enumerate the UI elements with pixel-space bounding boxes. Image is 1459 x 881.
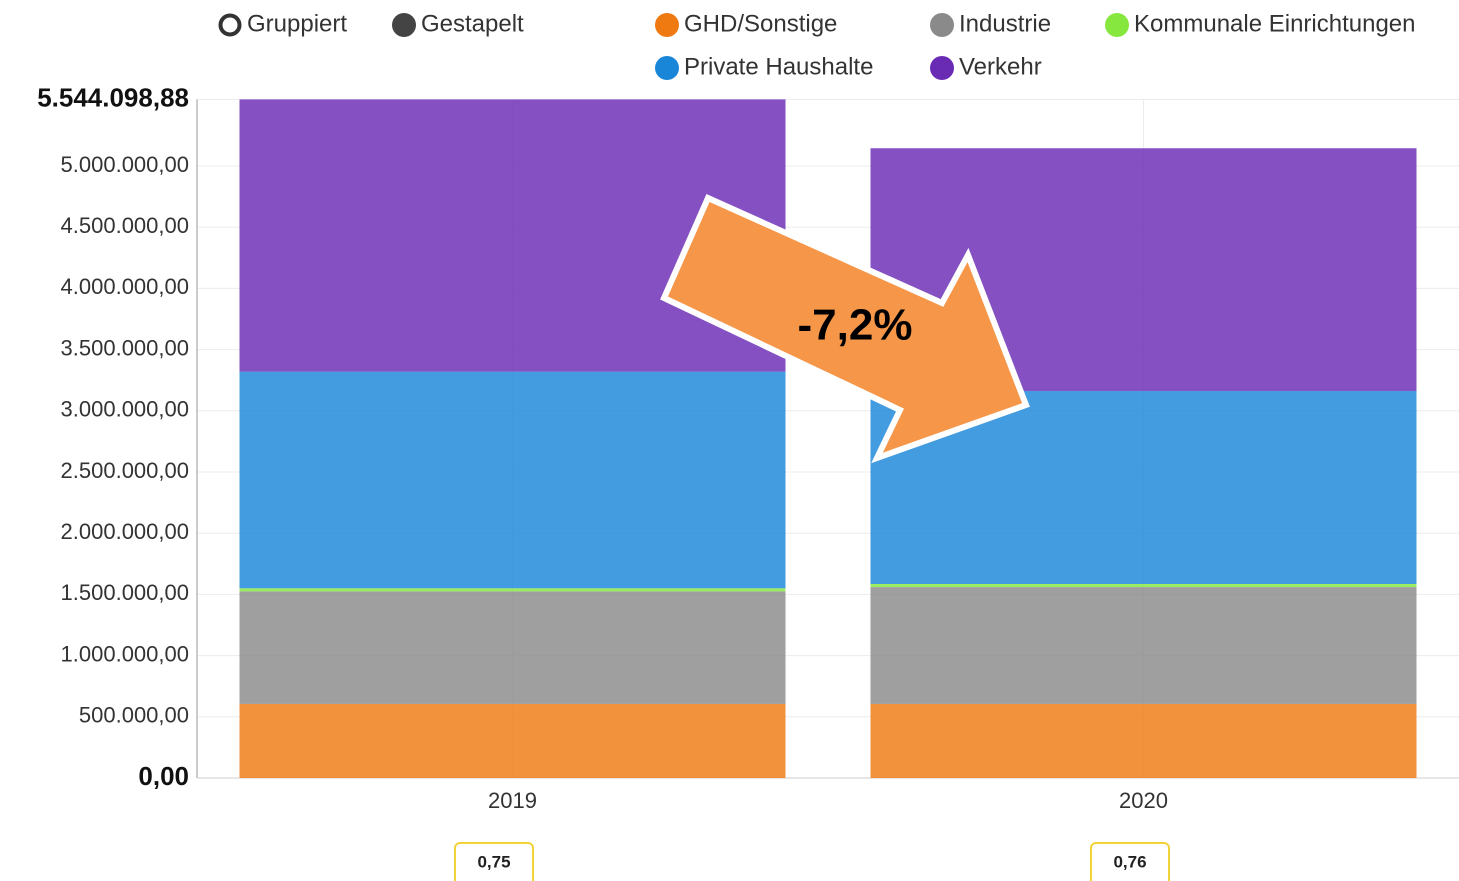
mode-toggle[interactable]: Gestapelt	[392, 10, 524, 37]
annotation-text: -7,2%	[798, 301, 913, 350]
y-tick-label: 4.500.000,00	[61, 213, 189, 238]
legend-label: Private Haushalte	[684, 53, 873, 80]
badge-box	[1090, 842, 1170, 881]
mode-icon	[392, 13, 416, 37]
badge-text: 0,75	[477, 852, 510, 871]
y-tick-label: 4.000.000,00	[61, 274, 189, 299]
y-tick-label: 5.544.098,88	[37, 82, 189, 112]
mode-icon	[218, 13, 242, 37]
legend-label: Kommunale Einrichtungen	[1134, 10, 1416, 37]
mode-toggle[interactable]: Gruppiert	[218, 10, 348, 37]
arrow-shape	[660, 194, 1030, 464]
legend-item[interactable]: Kommunale Einrichtungen	[1105, 10, 1416, 37]
bar-segment	[870, 703, 1417, 778]
y-tick-label: 3.000.000,00	[61, 397, 189, 422]
y-tick-label: 2.000.000,00	[61, 519, 189, 544]
bar-segment	[239, 591, 786, 704]
y-tick-label: 1.000.000,00	[61, 641, 189, 666]
y-tick-label: 3.500.000,00	[61, 335, 189, 360]
legend-item[interactable]: Verkehr	[930, 53, 1042, 80]
bar-segment	[239, 703, 786, 778]
legend-swatch	[930, 56, 954, 80]
legend-swatch	[655, 56, 679, 80]
bar-segment	[239, 371, 786, 589]
legend-item[interactable]: GHD/Sonstige	[655, 10, 837, 37]
legend-label: Verkehr	[959, 53, 1042, 80]
bar-segment	[239, 588, 786, 592]
y-tick-label: 1.500.000,00	[61, 580, 189, 605]
annotation-arrow: -7,2%	[660, 194, 1030, 464]
x-tick-label: 2020	[1119, 788, 1168, 813]
badge-text: 0,76	[1113, 852, 1146, 871]
legend-swatch	[930, 13, 954, 37]
bar-segment	[870, 583, 1417, 588]
legend-swatch	[655, 13, 679, 37]
legend-item[interactable]: Private Haushalte	[655, 53, 873, 80]
y-tick-label: 5.000.000,00	[61, 152, 189, 177]
legend-swatch	[1105, 13, 1129, 37]
mode-label: Gestapelt	[421, 10, 524, 37]
mode-label: Gruppiert	[247, 10, 347, 37]
y-tick-label: 2.500.000,00	[61, 458, 189, 483]
badge-box	[454, 842, 534, 881]
y-tick-label: 0,00	[138, 761, 189, 791]
y-tick-label: 500.000,00	[79, 703, 189, 728]
bar-segment	[870, 587, 1417, 704]
x-tick-label: 2019	[488, 788, 537, 813]
legend-label: GHD/Sonstige	[684, 10, 837, 37]
legend-label: Industrie	[959, 10, 1051, 37]
legend-item[interactable]: Industrie	[930, 10, 1051, 37]
